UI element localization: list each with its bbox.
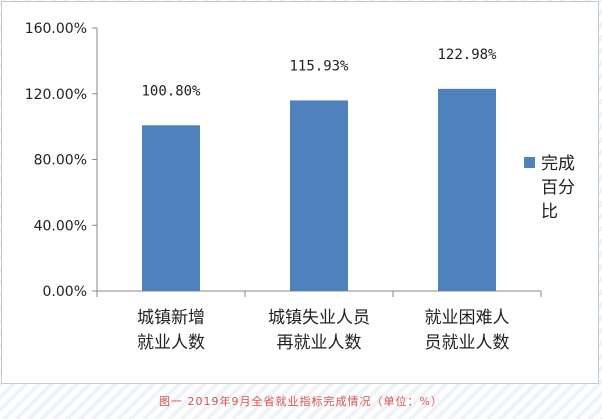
y-tick-label: 40.00% [34,218,87,234]
data-label: 100.80% [141,83,201,99]
category-label: 就业困难人 [425,308,510,328]
legend-label: 百分 [541,178,575,198]
category-label: 城镇新增 [137,308,205,328]
y-tick-label: 120.00% [25,87,87,103]
figure-caption: 图一 2019年9月全省就业指标完成情况（单位：%） [159,395,443,408]
bar [290,100,348,291]
category-label: 再就业人数 [277,333,362,353]
category-label: 就业人数 [137,333,205,353]
bar [438,88,496,291]
legend-label: 比 [541,202,558,222]
category-label: 城镇失业人员 [268,308,370,328]
legend-label: 完成 [541,154,575,174]
data-label: 122.98% [437,47,497,63]
legend-swatch [524,157,535,168]
y-tick-label: 160.00% [25,21,87,37]
category-label: 员就业人数 [425,333,510,353]
y-tick-label: 80.00% [34,153,87,169]
bar-chart: 0.00% 40.00% 80.00% 120.00% 160.00% 100.80% 11… [25,21,575,353]
bar [142,125,200,291]
data-label: 115.93% [289,58,349,74]
y-tick-label: 0.00% [43,284,87,300]
